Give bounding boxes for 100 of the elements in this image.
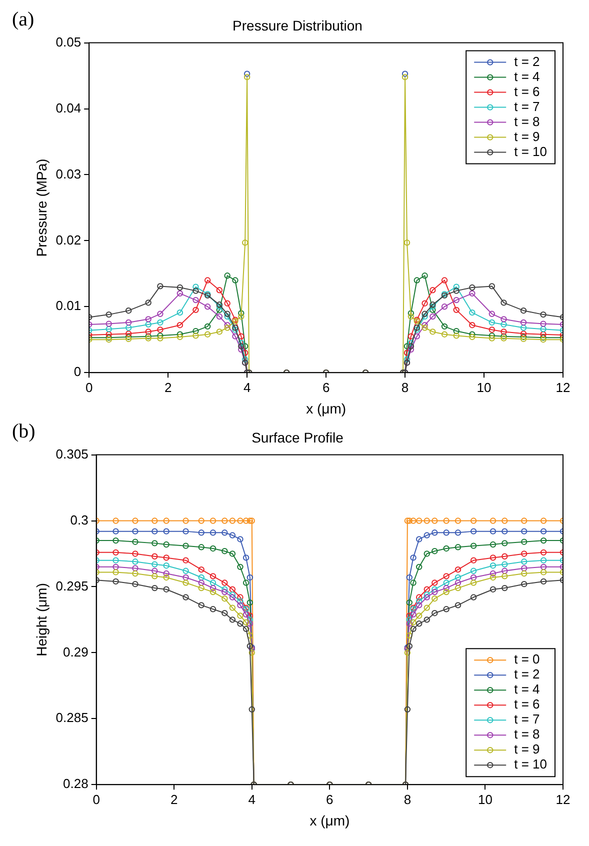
point — [470, 557, 477, 564]
point — [224, 313, 230, 320]
point — [422, 322, 428, 328]
point — [410, 611, 416, 618]
point — [469, 331, 476, 338]
point — [441, 277, 448, 284]
point — [424, 550, 430, 557]
point — [244, 74, 250, 80]
point — [152, 528, 158, 534]
point — [248, 706, 255, 713]
point — [198, 566, 204, 573]
legend-label: t = 4 — [514, 682, 540, 697]
point — [125, 319, 132, 326]
point — [521, 518, 528, 524]
point — [176, 334, 184, 340]
point — [430, 287, 436, 294]
x-tick-label: 8 — [401, 380, 409, 395]
point — [242, 554, 250, 561]
point — [432, 595, 438, 602]
point — [502, 540, 508, 546]
point — [521, 565, 528, 572]
point — [106, 331, 112, 338]
point — [229, 532, 236, 538]
point — [443, 545, 450, 552]
y-tick-label: 0.04 — [56, 100, 82, 116]
point — [432, 548, 438, 554]
point — [163, 570, 170, 577]
point — [222, 588, 228, 596]
point — [237, 602, 244, 608]
text: (b) — [12, 420, 36, 442]
point — [237, 518, 244, 524]
point — [238, 340, 244, 346]
point — [441, 304, 448, 310]
point — [125, 330, 132, 337]
y-axis-title: Pressure (MPa) — [33, 158, 50, 257]
point — [152, 568, 158, 574]
point — [521, 558, 528, 565]
point — [157, 319, 164, 326]
point — [157, 310, 164, 317]
point — [157, 332, 164, 339]
point — [246, 632, 254, 639]
point — [454, 530, 462, 536]
point — [406, 612, 412, 619]
point — [224, 324, 230, 331]
point — [470, 568, 477, 574]
point — [198, 580, 204, 586]
point — [192, 284, 199, 290]
point — [229, 586, 236, 592]
point — [500, 316, 507, 322]
point — [488, 335, 496, 342]
point — [198, 544, 204, 550]
point — [422, 313, 428, 320]
y-tick-label: 0.29 — [63, 644, 88, 660]
point — [145, 300, 152, 306]
point — [404, 356, 410, 363]
point — [244, 70, 250, 77]
point — [520, 308, 527, 314]
point — [237, 612, 244, 619]
point — [198, 584, 204, 592]
x-tick-label: 0 — [92, 792, 100, 807]
point — [152, 540, 158, 546]
point — [490, 541, 496, 548]
x-tick-label: 4 — [248, 792, 256, 807]
point — [222, 518, 228, 524]
chart-title: Surface Profile — [252, 429, 344, 446]
point — [242, 518, 250, 524]
point — [145, 321, 152, 328]
point — [410, 580, 416, 586]
point — [540, 537, 547, 544]
point — [112, 564, 119, 570]
point — [204, 331, 211, 338]
point — [404, 650, 411, 656]
point — [424, 594, 430, 600]
point — [242, 343, 248, 350]
point — [432, 530, 438, 536]
point — [500, 321, 507, 328]
point — [408, 313, 414, 320]
point — [441, 323, 448, 330]
y-axis-title: Height (μm) — [33, 582, 50, 656]
point — [248, 518, 255, 524]
point — [414, 333, 420, 340]
point — [210, 530, 216, 536]
point — [163, 541, 170, 548]
point — [238, 333, 244, 340]
legend-label: t = 10 — [514, 756, 548, 772]
point — [176, 331, 184, 338]
point — [112, 549, 119, 556]
point — [520, 330, 527, 337]
point — [125, 308, 132, 314]
y-tick-label: 0.295 — [56, 578, 88, 594]
point — [490, 586, 496, 592]
point — [406, 632, 412, 639]
point — [229, 604, 236, 611]
point — [132, 570, 138, 577]
point — [470, 518, 477, 524]
point — [216, 313, 223, 320]
point — [246, 574, 254, 581]
point — [502, 561, 508, 568]
point — [242, 626, 250, 632]
point — [424, 518, 430, 524]
